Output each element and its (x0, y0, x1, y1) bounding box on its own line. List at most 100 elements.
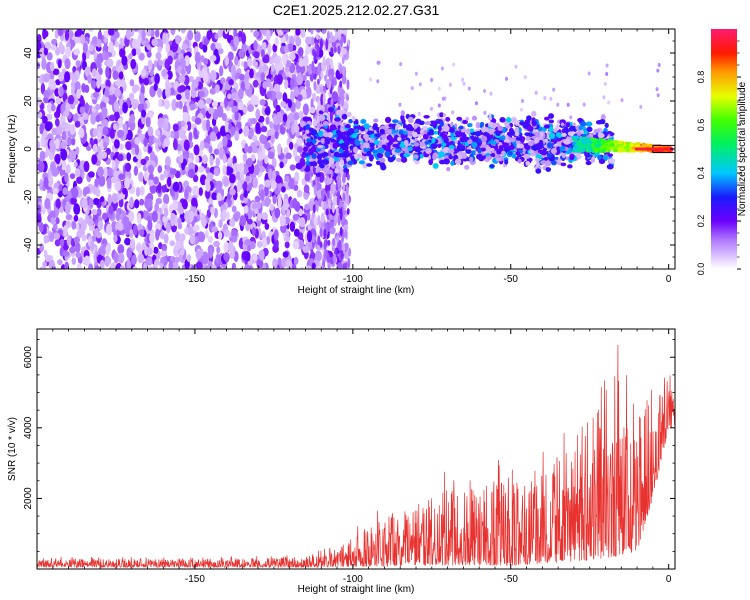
heatmap-cell (259, 65, 266, 73)
heatmap-cell (211, 264, 217, 269)
heatmap-cell (412, 131, 418, 138)
heatmap-cell (442, 113, 446, 118)
heatmap-cell (101, 118, 109, 127)
heatmap-cell (471, 141, 478, 149)
heatmap-cell (246, 218, 253, 225)
heatmap-cell (327, 169, 333, 175)
heatmap-cell (481, 126, 488, 133)
heatmap-cell (122, 123, 128, 131)
heatmap-cell (323, 228, 327, 239)
heatmap-cell (342, 192, 346, 202)
heatmap-cell (151, 210, 158, 223)
heatmap-cell (437, 143, 442, 149)
heatmap-cell (88, 263, 94, 269)
heatmap-cell (192, 185, 199, 196)
heatmap-cell (581, 133, 587, 138)
heatmap-cell (227, 93, 232, 100)
heatmap-cell (56, 105, 61, 117)
heatmap-cell (187, 168, 195, 179)
heatmap-cell (92, 197, 100, 206)
heatmap-cell (299, 157, 306, 167)
heatmap-cell (472, 136, 478, 143)
heatmap-cell (294, 155, 301, 163)
heatmap-cell (134, 199, 140, 209)
heatmap-cell (75, 60, 81, 67)
heatmap-cell (483, 110, 487, 115)
heatmap-cell (606, 163, 614, 170)
heatmap-cell (81, 198, 88, 209)
heatmap-cell (245, 175, 250, 183)
heatmap-cell (163, 266, 168, 269)
heatmap-cell (299, 120, 306, 128)
heatmap-cell (328, 220, 335, 228)
heatmap-cell (452, 62, 456, 67)
heatmap-cell (342, 135, 347, 142)
heatmap-cell (580, 138, 585, 143)
heatmap-cell (213, 148, 220, 155)
heatmap-cell (603, 81, 607, 86)
heatmap-cell (203, 142, 210, 149)
heatmap-cell (350, 140, 355, 145)
heatmap-cell (222, 209, 227, 220)
heatmap-cell (42, 30, 49, 38)
heatmap-cell (133, 29, 139, 32)
heatmap-cell (318, 48, 324, 58)
heatmap-cell (618, 145, 624, 150)
heatmap-cell (313, 184, 317, 196)
heatmap-cell (71, 186, 79, 199)
heatmap-cell (62, 250, 70, 257)
heatmap-cell (272, 194, 277, 205)
heatmap-cell (107, 193, 113, 205)
heatmap-cell (398, 130, 404, 135)
heatmap-cell (335, 109, 343, 116)
heatmap-cell (508, 144, 515, 151)
heatmap-cell (229, 188, 236, 196)
heatmap-cell (423, 129, 428, 136)
heatmap-cell (339, 208, 343, 221)
heatmap-cell (231, 262, 236, 269)
heatmap-cell (339, 226, 343, 237)
heatmap-cell (103, 96, 110, 104)
heatmap-cell (269, 203, 274, 211)
x-tick-label: -150 (185, 274, 205, 285)
heatmap-cell (74, 168, 81, 178)
heatmap-cell (129, 113, 136, 124)
heatmap-cell (311, 153, 317, 159)
heatmap-cell (398, 102, 402, 107)
heatmap-cell (171, 41, 179, 53)
heatmap-cell (64, 202, 71, 215)
heatmap-cell (339, 143, 347, 149)
heatmap-cell (90, 79, 97, 90)
heatmap-cell (306, 230, 313, 243)
heatmap-cell (182, 199, 188, 210)
heatmap-cell (585, 121, 593, 127)
heatmap-cell (336, 29, 340, 30)
heatmap-cell (141, 109, 147, 118)
heatmap-cell (173, 260, 179, 269)
heatmap-cell (561, 122, 564, 127)
heatmap-cell (104, 89, 110, 98)
heatmap-cell (293, 256, 299, 265)
heatmap-cell (273, 83, 281, 94)
heatmap-cell (414, 71, 418, 76)
heatmap-cell (347, 160, 355, 166)
heatmap-cell (341, 56, 345, 65)
heatmap-cell (37, 140, 41, 152)
heatmap-cell (215, 157, 220, 167)
heatmap-cell (55, 153, 61, 165)
heatmap-cell (599, 118, 606, 125)
heatmap-cell (262, 80, 268, 89)
heatmap-cell (47, 102, 53, 114)
heatmap-cell (489, 164, 495, 168)
heatmap-cell (548, 126, 554, 133)
heatmap-cell (474, 131, 482, 137)
heatmap-cell (76, 88, 81, 99)
heatmap-cell (280, 101, 286, 108)
heatmap-cell (477, 147, 482, 154)
heatmap-cell (335, 30, 338, 41)
heatmap-cell (241, 33, 247, 45)
heatmap-cell (96, 56, 101, 68)
heatmap-cell (336, 130, 343, 137)
heatmap-cell (147, 179, 155, 187)
heatmap-cell (69, 246, 76, 254)
